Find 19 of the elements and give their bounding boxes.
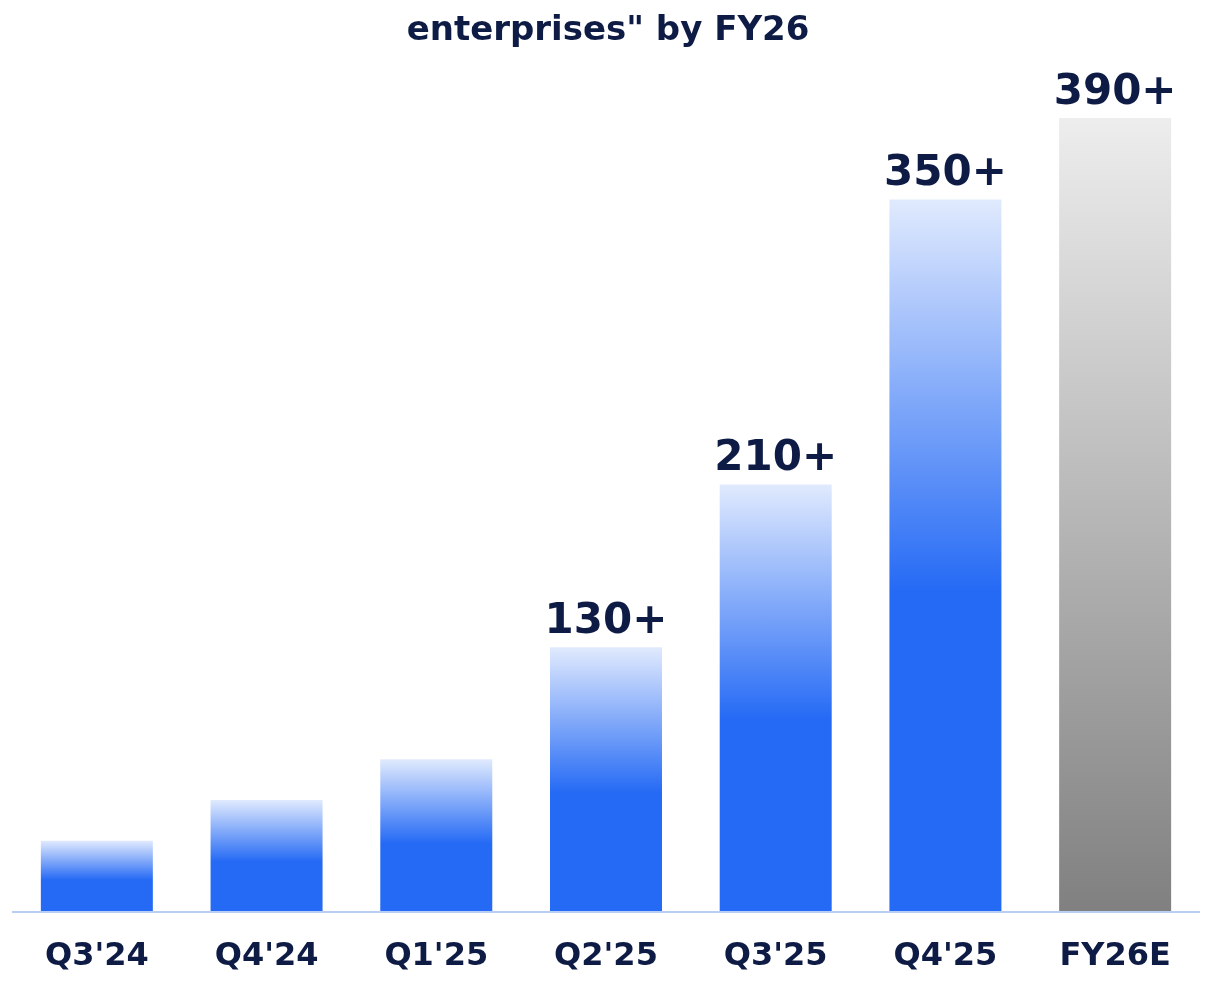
x-tick-label: Q2'25 [554,934,658,973]
bar [719,484,832,912]
x-tick-label: Q4'24 [214,934,319,973]
bar [889,199,1002,912]
x-tick-label: Q3'24 [44,934,149,973]
data-label: 390+ [1053,65,1177,114]
x-tick-label: Q3'25 [723,934,828,973]
bar [40,840,153,912]
data-label: 130+ [544,594,668,644]
x-tick-label: Q1'25 [384,934,489,973]
bar [1059,118,1172,912]
x-tick-label: FY26E [1059,934,1171,973]
bar [210,800,323,912]
x-tick-label: Q4'25 [893,934,998,973]
chart-title: enterprises" by FY26 [405,8,811,48]
bar [380,759,493,912]
data-label: 350+ [883,146,1007,196]
bar [549,647,662,912]
data-label: 210+ [714,431,838,481]
